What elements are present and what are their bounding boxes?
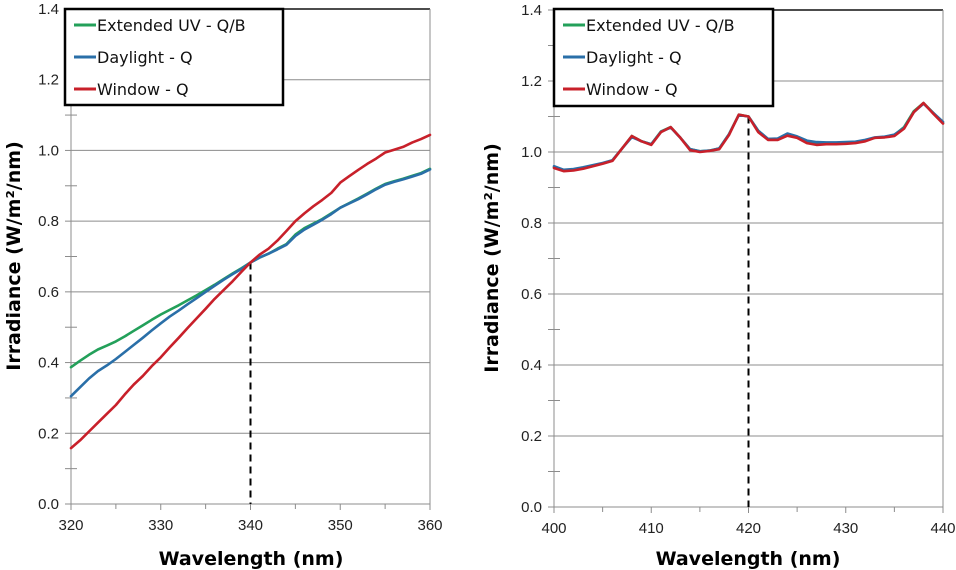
right-series-lines [552,101,945,173]
left-legend-label: Daylight - Q [97,48,193,67]
right-y-tick-label: 0.4 [521,357,542,374]
right-y-tick-label: 1.4 [521,2,542,19]
left-x-ticks: 320 330 340 350 360 [58,504,443,534]
left-y-tick-label: 1.0 [38,142,59,159]
left-y-tick-label: 1.2 [38,72,59,89]
right-y-ticks: 0.0 0.2 0.4 0.6 0.8 1.0 1.2 1.4 [521,2,560,516]
right-x-ticks: 400 410 420 430 440 [541,507,956,537]
right-y-tick-label: 0.6 [521,286,542,303]
right-x-tick-label: 420 [736,520,761,537]
right-y-tick-label: 0.2 [521,428,542,445]
right-series-line-window-q [552,101,945,173]
right-x-tick-label: 400 [541,520,566,537]
right-x-tick-label: 440 [930,520,955,537]
left-legend: Extended UV - Q/B Daylight - Q Window - Q [63,7,285,107]
left-y-tick-label: 0.8 [38,213,59,230]
left-legend-box [63,7,285,107]
left-y-axis-title: Irradiance (W/m²/nm) [3,141,25,371]
left-legend-label: Window - Q [97,80,189,99]
right-y-axis-title: Irradiance (W/m²/nm) [481,143,503,373]
left-x-tick-label: 340 [238,517,263,534]
left-x-axis-title: Wavelength (nm) [159,548,344,570]
left-y-tick-label: 0.2 [38,425,59,442]
left-y-tick-label: 0.6 [38,284,59,301]
left-x-tick-label: 330 [148,517,173,534]
right-legend-label: Daylight - Q [586,48,682,67]
right-legend: Extended UV - Q/B Daylight - Q Window - Q [552,7,775,108]
right-x-tick-label: 430 [833,520,858,537]
right-y-tick-label: 0.8 [521,215,542,232]
right-legend-label: Extended UV - Q/B [586,16,735,35]
left-y-tick-label: 0.0 [38,496,59,513]
right-legend-box [552,7,775,108]
right-y-tick-label: 1.2 [521,73,542,90]
left-series-lines [69,133,432,450]
left-y-tick-label: 1.4 [38,1,59,18]
left-series-line-window-q [69,133,432,450]
right-y-tick-label: 0.0 [521,499,542,516]
right-legend-label: Window - Q [586,80,678,99]
right-x-tick-label: 410 [639,520,664,537]
left-x-tick-label: 350 [328,517,353,534]
left-legend-label: Extended UV - Q/B [97,16,246,35]
chart-right: 400 410 420 430 440 0.0 0.2 0.4 0.6 0.8 1.0 1.2 1.4… [481,2,956,570]
left-y-tick-label: 0.4 [38,355,59,372]
left-x-tick-label: 360 [417,517,442,534]
right-x-axis-title: Wavelength (nm) [656,548,841,570]
right-y-tick-label: 1.0 [521,144,542,161]
left-x-tick-label: 320 [58,517,83,534]
left-y-ticks: 0.0 0.2 0.4 0.6 0.8 1.0 1.2 1.4 [38,1,77,513]
chart-left: 320 330 340 350 360 0.0 0.2 0.4 0.6 0.8 1.0 1.2 1.4… [3,1,443,570]
